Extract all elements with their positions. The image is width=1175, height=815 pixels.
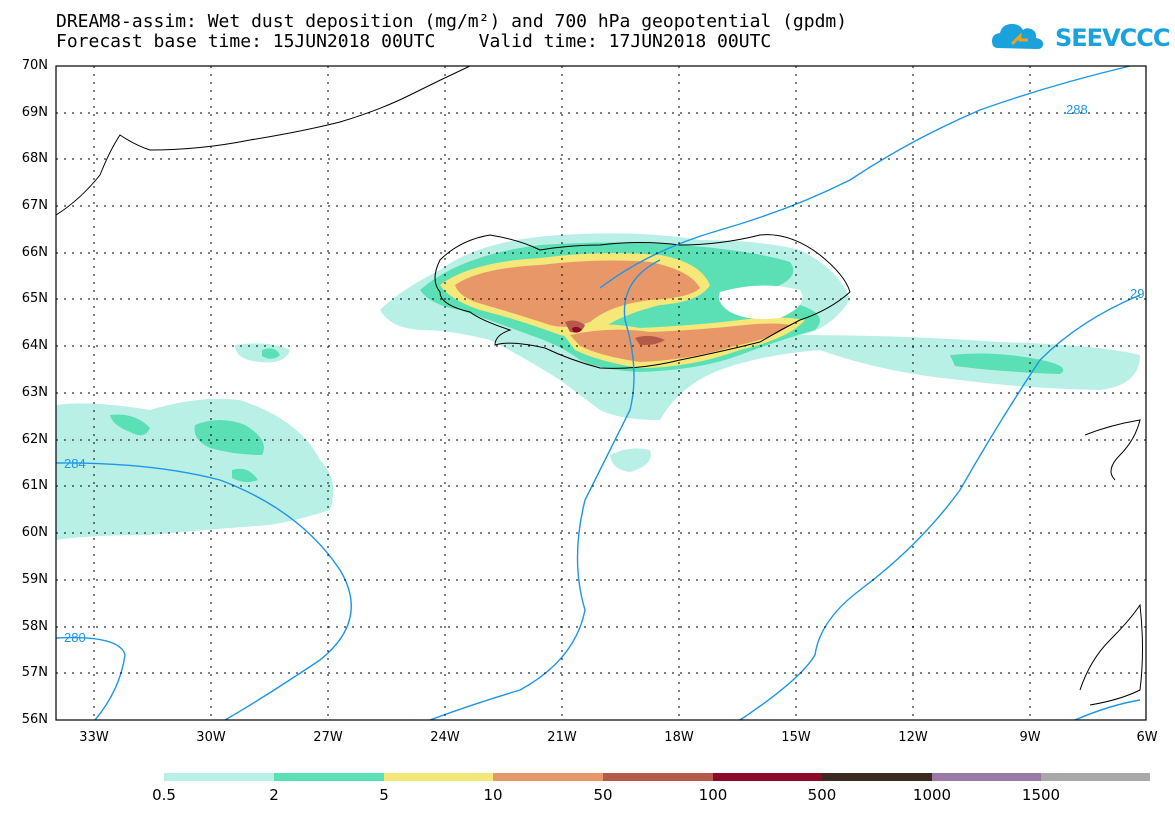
logo-text: SEEVCCC xyxy=(1055,24,1170,52)
colorbar-swatch xyxy=(274,773,384,781)
colorbar-swatch xyxy=(713,773,822,781)
contour-label-29: 29 xyxy=(1130,286,1144,301)
colorbar-label: 0.5 xyxy=(152,786,176,804)
colorbar-label: 50 xyxy=(593,786,613,804)
lat-label: 69N xyxy=(21,105,48,120)
colorbar-label: 1000 xyxy=(912,786,952,804)
lon-label: 24W xyxy=(430,730,460,745)
map-frame xyxy=(55,65,1147,721)
map-title-line1: DREAM8-assim: Wet dust deposition (mg/m²… xyxy=(56,11,848,32)
colorbar-label: 500 xyxy=(807,786,837,804)
map-canvas: 288 29 284 280 xyxy=(55,65,1147,721)
coastline xyxy=(55,65,1143,706)
lon-label: 33W xyxy=(79,730,109,745)
lat-label: 64N xyxy=(21,338,48,353)
colorbar-label: 10 xyxy=(483,786,503,804)
lon-label: 18W xyxy=(664,730,694,745)
lon-label: 6W xyxy=(1136,730,1158,745)
lat-label: 59N xyxy=(21,572,48,587)
lon-label: 12W xyxy=(898,730,928,745)
lat-label: 68N xyxy=(21,151,48,166)
map-gridlines xyxy=(56,66,1146,720)
lat-label: 58N xyxy=(21,619,48,634)
lat-label: 70N xyxy=(21,58,48,73)
contour-label-280: 280 xyxy=(64,630,86,645)
colorbar-swatch xyxy=(603,773,713,781)
lon-label: 21W xyxy=(547,730,577,745)
lat-label: 66N xyxy=(21,245,48,260)
geopotential-contours xyxy=(55,65,1141,721)
colorbar-label: 100 xyxy=(698,786,728,804)
colorbar-swatch xyxy=(822,773,932,781)
colorbar-swatch xyxy=(493,773,603,781)
colorbar-label: 2 xyxy=(269,786,279,804)
dust-deposition-field xyxy=(56,233,1140,540)
lon-label: 27W xyxy=(313,730,343,745)
colorbar-swatch xyxy=(1041,773,1150,781)
cloud-icon xyxy=(992,24,1043,49)
lat-label: 57N xyxy=(21,665,48,680)
lat-label: 63N xyxy=(21,385,48,400)
lat-label: 61N xyxy=(21,478,48,493)
contour-label-284: 284 xyxy=(64,456,86,471)
lat-label: 65N xyxy=(21,291,48,306)
colorbar-label: 1500 xyxy=(1021,786,1061,804)
lon-label: 9W xyxy=(1019,730,1041,745)
lon-label: 30W xyxy=(196,730,226,745)
map-title-line2: Forecast base time: 15JUN2018 00UTC Vali… xyxy=(56,31,772,52)
contour-labels: 288 29 284 280 xyxy=(64,102,1144,645)
lat-label: 60N xyxy=(21,525,48,540)
lon-label: 15W xyxy=(781,730,811,745)
colorbar-swatch xyxy=(932,773,1041,781)
contour-label-288: 288 xyxy=(1066,102,1088,117)
colorbar-label: 5 xyxy=(379,786,389,804)
colorbar-swatch xyxy=(384,773,493,781)
lat-label: 62N xyxy=(21,432,48,447)
lat-label: 56N xyxy=(21,712,48,727)
lat-label: 67N xyxy=(21,198,48,213)
colorbar-swatch xyxy=(164,773,274,781)
